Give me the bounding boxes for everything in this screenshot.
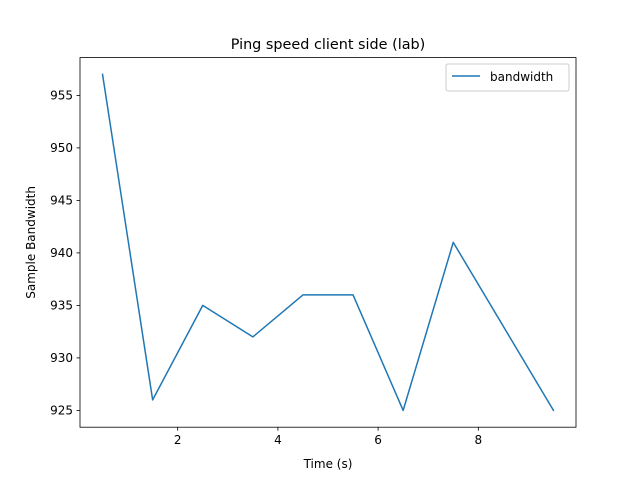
legend-label-bandwidth: bandwidth [490,70,553,84]
series-layer [101,73,555,412]
plot-area [79,57,577,428]
y-tick-label: 950 [50,141,73,155]
x-tick-label: 4 [274,433,282,447]
x-axis-ticks: 2 4 6 8 [174,427,482,447]
y-axis-label: Sample Bandwidth [24,186,38,299]
y-axis-ticks: 925 930 935 940 945 950 955 [50,89,80,418]
x-tick-label: 2 [174,433,182,447]
chart-title: Ping speed client side (lab) [231,37,426,53]
legend: bandwidth [445,63,570,92]
x-tick-label: 8 [474,433,482,447]
legend-box [445,63,570,92]
y-tick-label: 930 [50,351,73,365]
x-tick-label: 6 [374,433,382,447]
y-tick-label: 955 [50,89,73,103]
series-line-bandwidth [101,73,555,412]
x-axis-label: Time (s) [303,457,353,471]
y-tick-label: 945 [50,194,73,208]
y-tick-label: 935 [50,299,73,313]
plot-frame [79,57,577,428]
y-tick-label: 925 [50,404,73,418]
y-tick-label: 940 [50,246,73,260]
